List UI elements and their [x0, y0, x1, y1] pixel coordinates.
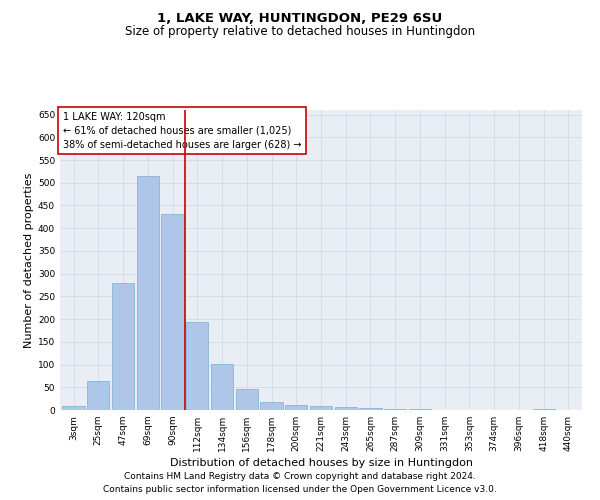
Bar — [186, 322, 208, 410]
Bar — [409, 409, 431, 410]
Text: 1, LAKE WAY, HUNTINGDON, PE29 6SU: 1, LAKE WAY, HUNTINGDON, PE29 6SU — [157, 12, 443, 26]
X-axis label: Distribution of detached houses by size in Huntingdon: Distribution of detached houses by size … — [170, 458, 473, 468]
Bar — [236, 389, 258, 410]
Text: Size of property relative to detached houses in Huntingdon: Size of property relative to detached ho… — [125, 25, 475, 38]
Text: 1 LAKE WAY: 120sqm
← 61% of detached houses are smaller (1,025)
38% of semi-deta: 1 LAKE WAY: 120sqm ← 61% of detached hou… — [62, 112, 301, 150]
Bar — [335, 408, 357, 410]
Bar — [87, 382, 109, 410]
Bar — [112, 282, 134, 410]
Text: Contains HM Land Registry data © Crown copyright and database right 2024.: Contains HM Land Registry data © Crown c… — [124, 472, 476, 481]
Bar — [62, 406, 85, 410]
Bar — [137, 176, 159, 410]
Bar — [310, 406, 332, 410]
Text: Contains public sector information licensed under the Open Government Licence v3: Contains public sector information licen… — [103, 485, 497, 494]
Bar — [211, 364, 233, 410]
Bar — [285, 406, 307, 410]
Bar — [384, 409, 406, 410]
Bar — [533, 408, 555, 410]
Bar — [161, 214, 184, 410]
Bar — [359, 408, 382, 410]
Bar — [260, 402, 283, 410]
Y-axis label: Number of detached properties: Number of detached properties — [24, 172, 34, 348]
